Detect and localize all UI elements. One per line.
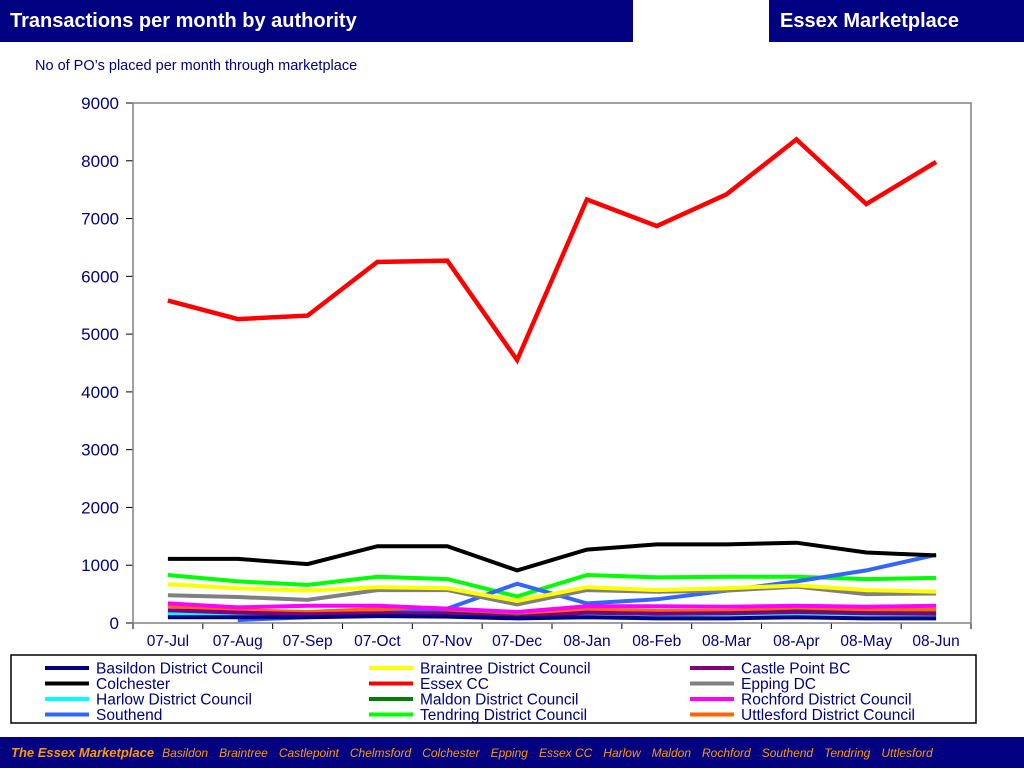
footer-bar: The Essex Marketplace Basildon Braintree Ca… [0,737,1024,768]
y-tick-label: 5000 [81,325,119,344]
legend-item: Epping DC [690,676,816,693]
legend-label: Colchester [96,676,170,693]
series-line [167,540,937,573]
legend-item: Southend [45,707,162,724]
footer-item: Harlow [603,746,641,760]
legend-label: Essex CC [420,676,489,693]
footer-item: Epping [490,746,528,760]
footer-item: Chelmsford [349,746,412,760]
x-tick-label: 08-Jun [912,633,959,650]
footer-item: Basildon [162,746,209,760]
x-tick-label: 07-Jul [147,633,189,650]
x-tick-label: 07-Aug [213,633,263,650]
y-tick-label: 4000 [81,383,119,402]
legend-label: Tendring District Council [420,707,587,724]
x-tick-label: 08-Apr [773,633,820,650]
y-tick-label: 7000 [81,210,119,229]
y-tick-label: 6000 [81,267,119,286]
legend-label: Epping DC [741,676,816,693]
series-line [167,614,937,621]
line-chart: 0 1000 2000 3000 4000 5000 6000 7000 8000 9000 07… [10,94,977,724]
y-tick-label: 3000 [81,441,119,460]
legend [10,654,977,724]
legend-item: Braintree District Council [369,661,591,678]
footer-item: Tendring [824,746,871,760]
series-line [167,582,937,604]
y-tick-label: 1000 [81,556,119,575]
footer-item: Essex CC [538,746,593,760]
legend-label: Uttlesford District Council [741,707,915,724]
x-tick-label: 07-Dec [492,633,542,650]
legend-item: Maldon District Council [369,692,579,709]
legend-items: Basildon District Council Braintree Distr… [45,661,915,724]
legend-item: Basildon District Council [45,661,263,678]
x-tick-label: 08-Mar [702,633,751,650]
y-tick-label: 0 [110,614,119,633]
series-line [167,603,937,617]
legend-label: Castle Point BC [741,661,850,678]
legend-item: Harlow District Council [45,692,252,709]
x-tick-label: 07-Sep [283,633,333,650]
x-axis-ticks: 07-Jul 07-Aug 07-Sep 07-Oct 07-Nov 07-Dec 08-J… [132,623,972,650]
series-line [167,601,937,615]
footer-item: Rochford [702,746,751,760]
footer-authority-list: Basildon Braintree Castlepoint Chelmsford Co… [162,746,944,760]
header-title: Transactions per month by authority [0,0,633,42]
series-line [167,572,937,599]
legend-item: Rochford District Council [690,692,912,709]
series-line [167,608,937,620]
legend-label: Basildon District Council [96,661,263,678]
footer-item: Colchester [422,746,480,760]
series-lines [167,136,938,623]
series-line [167,136,938,365]
legend-label: Maldon District Council [420,692,579,709]
legend-item: Essex CC [369,676,489,693]
footer-item: Southend [761,746,814,760]
legend-label: Rochford District Council [741,692,912,709]
y-tick-label: 9000 [81,94,119,113]
x-tick-label: 08-Feb [632,633,681,650]
x-tick-label: 07-Nov [422,633,472,650]
footer-brand: The Essex Marketplace [11,745,155,760]
legend-item: Castle Point BC [690,661,850,678]
x-tick-label: 08-May [840,633,892,650]
chart-subtitle: No of PO’s placed per month through mark… [35,58,358,74]
footer-item: Braintree [219,746,268,760]
legend-item: Uttlesford District Council [690,707,915,724]
y-tick-label: 8000 [81,152,119,171]
footer-item: Maldon [651,746,691,760]
footer-item: Castlepoint [278,746,339,760]
legend-item: Colchester [45,676,170,693]
x-tick-label: 08-Jan [563,633,610,650]
y-tick-label: 2000 [81,498,119,517]
legend-label: Braintree District Council [420,661,591,678]
y-axis-ticks: 0 1000 2000 3000 4000 5000 6000 7000 8000 9000 [81,94,133,633]
plot-area [132,102,972,624]
footer-item: Uttlesford [881,746,933,760]
legend-label: Harlow District Council [96,692,252,709]
x-tick-label: 07-Oct [354,633,401,650]
header-brand: Essex Marketplace [769,0,1024,42]
legend-label: Southend [96,707,162,724]
legend-item: Tendring District Council [369,707,587,724]
